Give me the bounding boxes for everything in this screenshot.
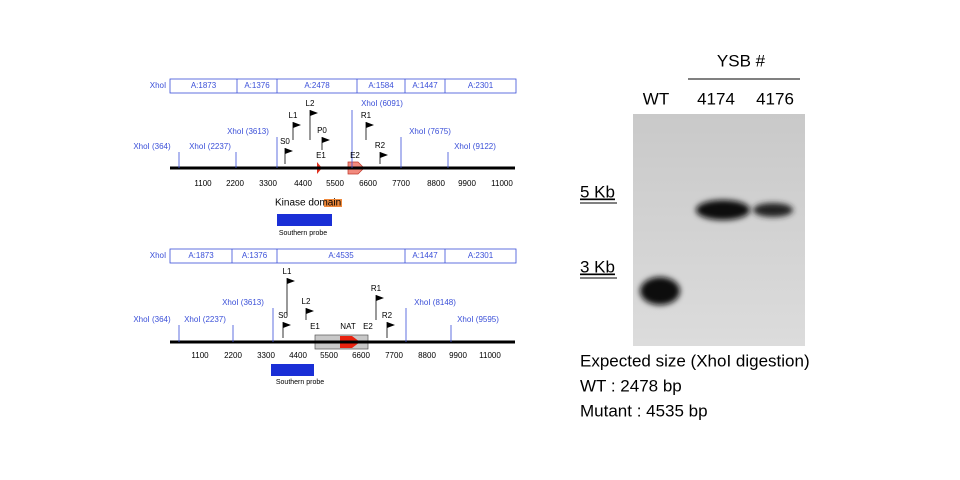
- exon-label: NAT: [340, 322, 356, 331]
- scale-label: 5500: [326, 179, 344, 188]
- site-label: XhoI (3613): [227, 127, 269, 136]
- exon-label: E1: [310, 322, 320, 331]
- primer-flag: [306, 308, 314, 314]
- primer-label: L1: [283, 267, 292, 276]
- scale-label: 2200: [224, 351, 242, 360]
- scale-label: 3300: [259, 179, 277, 188]
- caption: WT : 2478 bp: [580, 376, 682, 395]
- scale-label: 11000: [479, 351, 501, 360]
- band: [696, 200, 750, 220]
- scale-label: 3300: [257, 351, 275, 360]
- probe: [277, 214, 332, 226]
- primer-flag: [366, 122, 374, 128]
- enzyme-label: XhoI: [150, 251, 166, 260]
- fragment-label: A:2301: [468, 251, 494, 260]
- lane-label: 4174: [697, 89, 735, 108]
- primer-label: S0: [278, 311, 288, 320]
- site-label: XhoI (2237): [184, 315, 226, 324]
- scale-label: 6600: [359, 179, 377, 188]
- scale-label: 1100: [191, 351, 209, 360]
- site-label: XhoI (9595): [457, 315, 499, 324]
- primer-flag: [283, 322, 291, 328]
- exon-label: E2: [350, 151, 360, 160]
- scale-label: 7700: [392, 179, 410, 188]
- fragment-label: A:1447: [412, 81, 438, 90]
- probe: [271, 364, 314, 376]
- scale-label: 8800: [418, 351, 436, 360]
- primer-flag: [310, 110, 318, 116]
- primer-label: L2: [306, 99, 315, 108]
- primer-label: R1: [371, 284, 382, 293]
- fragment-label: A:1873: [188, 251, 214, 260]
- scale-label: 4400: [289, 351, 307, 360]
- scale-label: 8800: [427, 179, 445, 188]
- lane-label: WT: [643, 89, 669, 108]
- primer-flag: [380, 152, 388, 158]
- primer-flag: [285, 148, 293, 154]
- kinase-domain: [324, 199, 342, 207]
- primer-label: R1: [361, 111, 372, 120]
- primer-label: L2: [302, 297, 311, 306]
- site-label: XhoI (8148): [414, 298, 456, 307]
- kinase-label: Kinase domain: [275, 198, 341, 209]
- primer-flag: [322, 137, 330, 143]
- fragment-label: A:2301: [468, 81, 494, 90]
- primer-label: R2: [382, 311, 393, 320]
- scale-label: 5500: [320, 351, 338, 360]
- scale-label: 2200: [226, 179, 244, 188]
- size-marker: 5 Kb: [580, 182, 615, 201]
- band: [753, 203, 793, 217]
- scale-label: 9900: [449, 351, 467, 360]
- size-marker: 3 Kb: [580, 257, 615, 276]
- primer-label: S0: [280, 137, 290, 146]
- site-label: XhoI (2237): [189, 142, 231, 151]
- site-label: XhoI (7675): [409, 127, 451, 136]
- primer-flag: [387, 322, 395, 328]
- site-label: XhoI (9122): [454, 142, 496, 151]
- group-label: YSB #: [717, 51, 766, 70]
- fragment-box: [169, 248, 517, 264]
- fragment-label: A:1447: [412, 251, 438, 260]
- fragment-box: [169, 78, 517, 94]
- site-label: XhoI (364): [133, 142, 171, 151]
- primer-flag: [376, 295, 384, 301]
- enzyme-label: XhoI: [150, 81, 166, 90]
- caption: Expected size (XhoI digestion): [580, 351, 810, 370]
- site-label: XhoI (6091): [361, 99, 403, 108]
- scale-label: 7700: [385, 351, 403, 360]
- exon-label: E2: [363, 322, 373, 331]
- fragment-label: A:2478: [304, 81, 330, 90]
- site-label: XhoI (3613): [222, 298, 264, 307]
- exon-label: E1: [316, 151, 326, 160]
- scale-label: 11000: [491, 179, 513, 188]
- primer-label: P0: [317, 126, 327, 135]
- primer-label: R2: [375, 141, 386, 150]
- caption: Mutant : 4535 bp: [580, 401, 708, 420]
- band: [640, 277, 680, 305]
- fragment-label: A:1584: [368, 81, 394, 90]
- fragment-label: A:1873: [191, 81, 217, 90]
- fragment-label: A:1376: [242, 251, 268, 260]
- scale-label: 6600: [352, 351, 370, 360]
- site-label: XhoI (364): [133, 315, 171, 324]
- primer-flag: [293, 122, 301, 128]
- scale-label: 1100: [194, 179, 212, 188]
- probe-label: Southern probe: [279, 230, 327, 237]
- fragment-label: A:1376: [244, 81, 270, 90]
- fragment-label: A:4535: [328, 251, 354, 260]
- primer-flag: [287, 278, 295, 284]
- scale-label: 4400: [294, 179, 312, 188]
- primer-label: L1: [289, 111, 298, 120]
- scale-label: 9900: [458, 179, 476, 188]
- gel: [633, 114, 805, 346]
- lane-label: 4176: [756, 89, 794, 108]
- probe-label: Southern probe: [276, 379, 324, 386]
